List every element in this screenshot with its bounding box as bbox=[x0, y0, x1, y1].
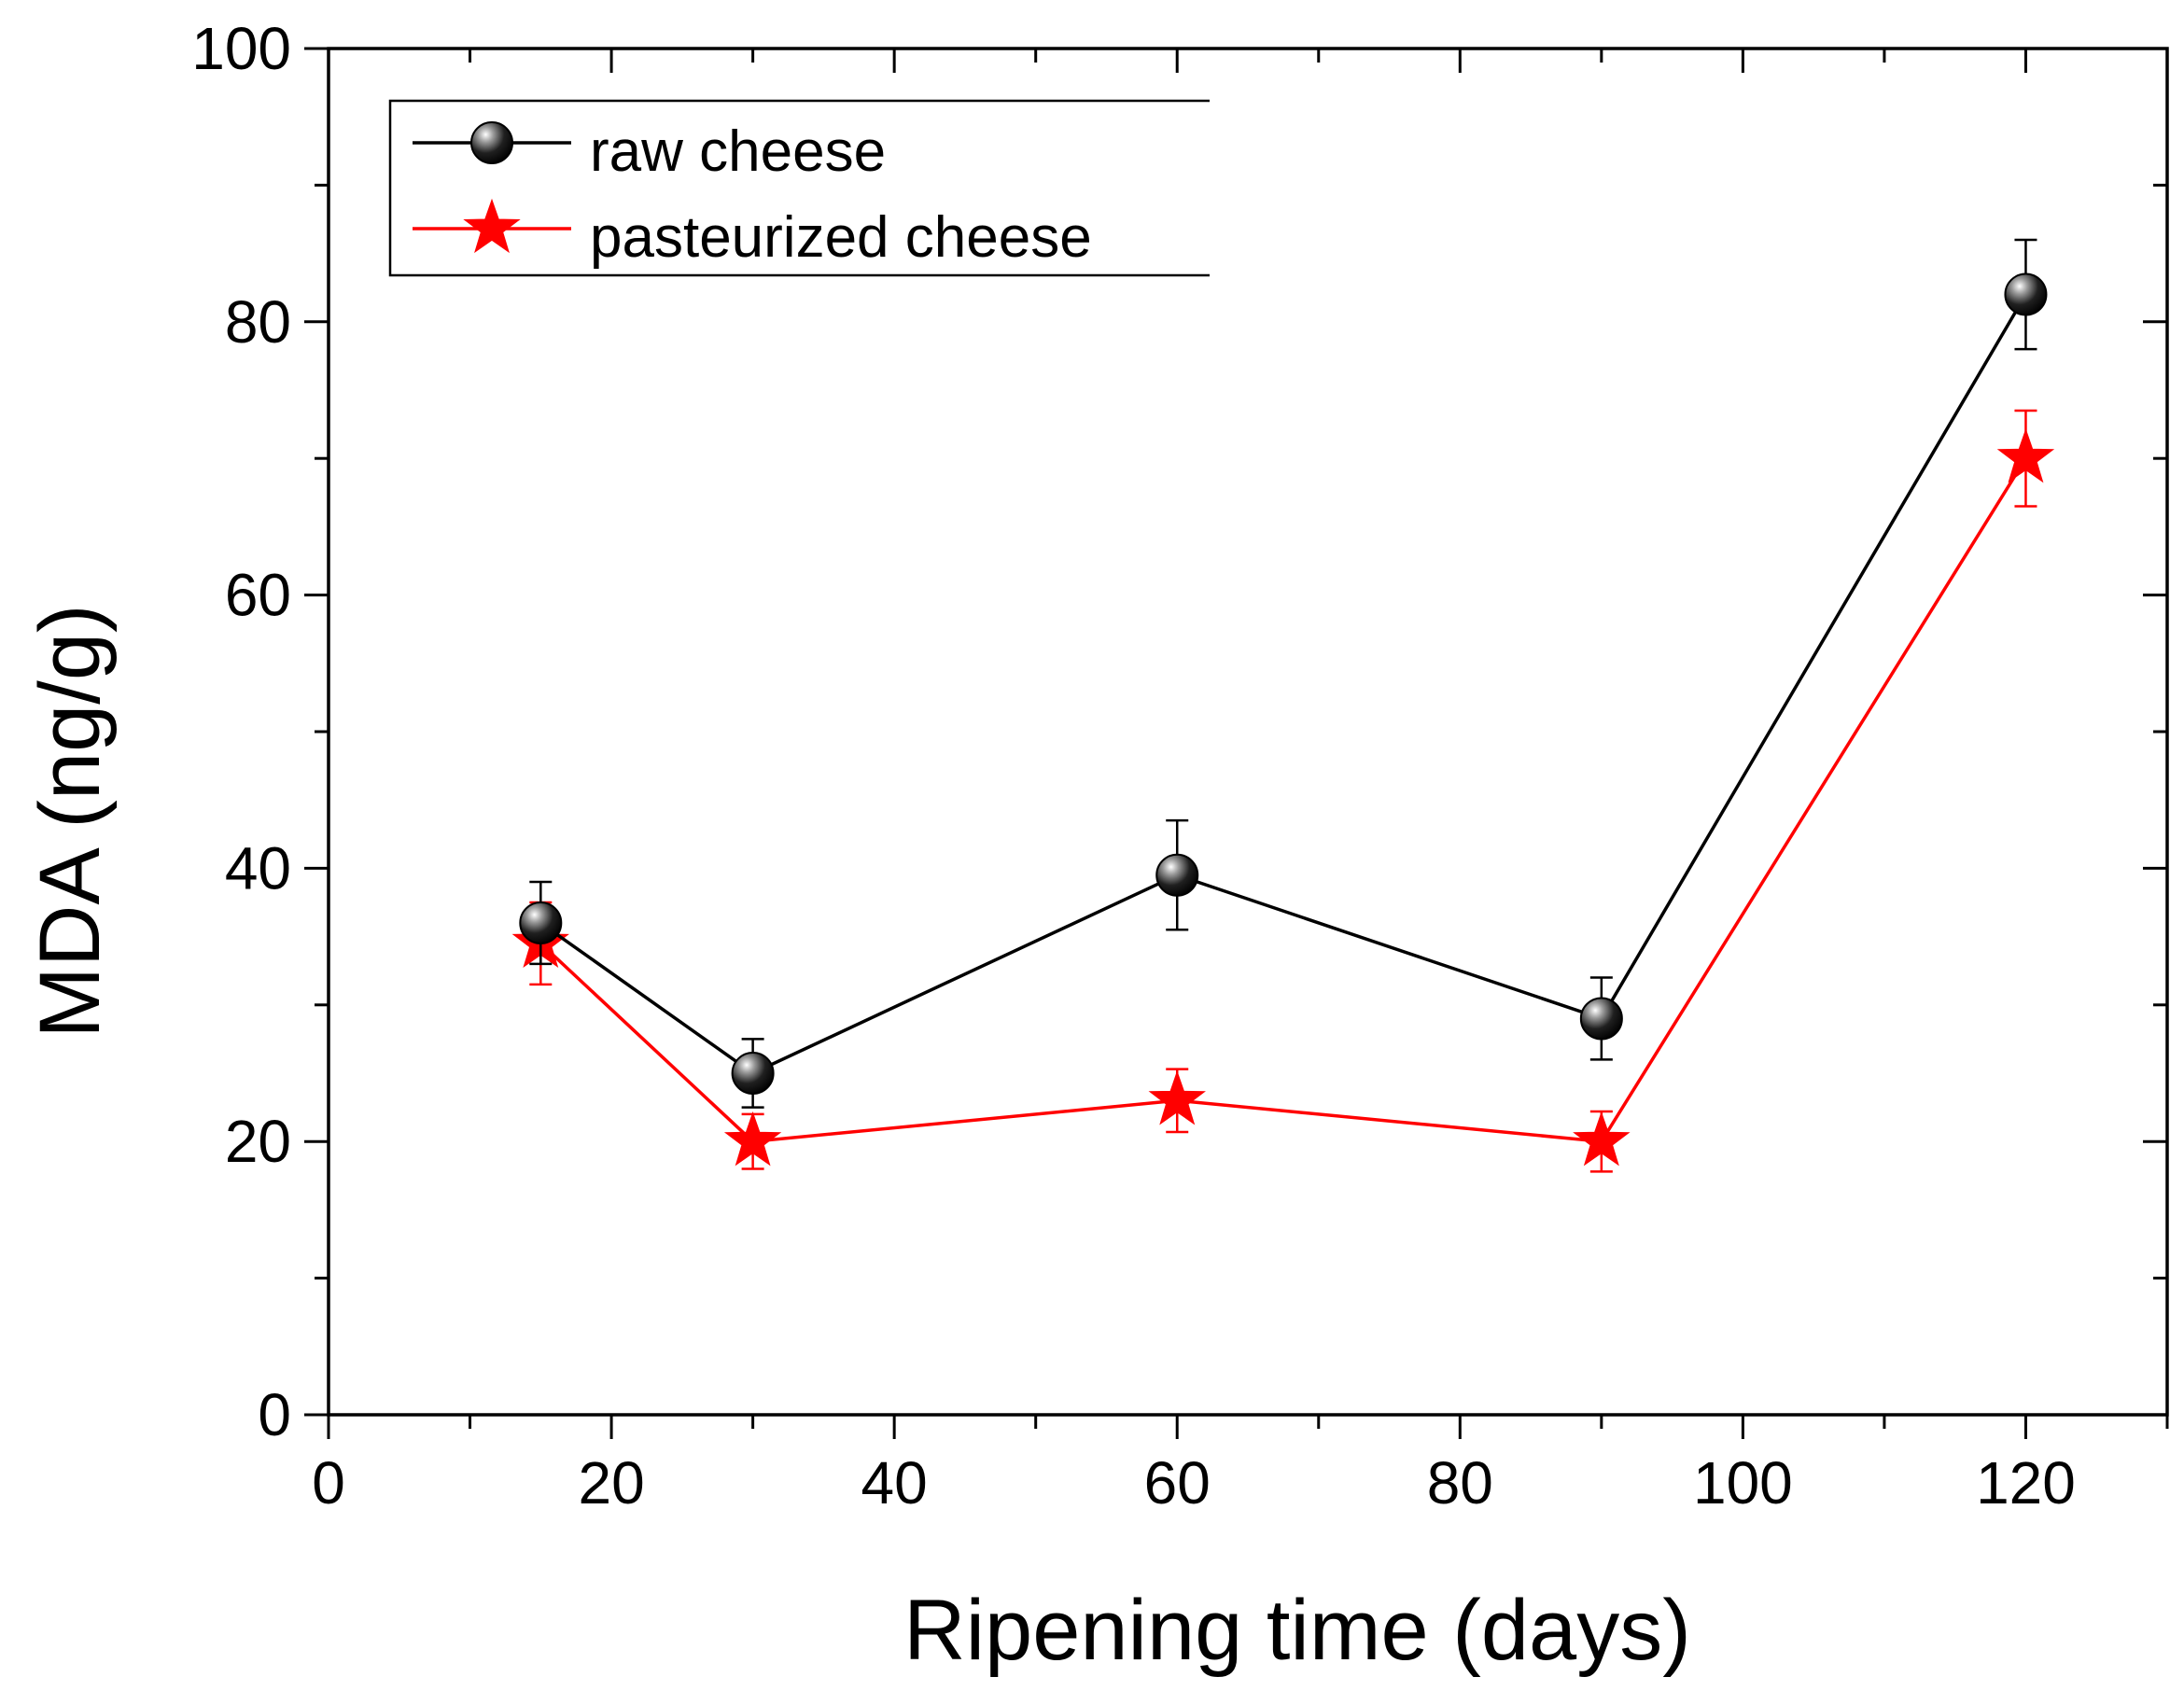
y-tick-label: 20 bbox=[225, 1108, 291, 1175]
y-tick-label: 0 bbox=[258, 1381, 291, 1448]
y-axis-title: MDA (ng/g) bbox=[22, 604, 118, 1038]
star-marker bbox=[1996, 427, 2055, 483]
y-tick-label: 40 bbox=[225, 834, 291, 901]
series-layer bbox=[511, 238, 2055, 1173]
legend-symbol-raw-cheese bbox=[413, 121, 571, 164]
series-raw-cheese bbox=[519, 238, 2048, 1109]
series-line bbox=[539, 293, 2028, 1076]
legend: raw cheese pasteurized cheese bbox=[388, 99, 1210, 277]
legend-border bbox=[388, 99, 1210, 277]
y-tick-label: 60 bbox=[225, 562, 291, 629]
x-tick-label: 60 bbox=[1144, 1449, 1211, 1516]
x-tick-label: 0 bbox=[312, 1449, 345, 1516]
sphere-marker bbox=[1579, 997, 1623, 1041]
star-marker bbox=[1148, 1070, 1206, 1125]
x-tick-label: 80 bbox=[1427, 1449, 1493, 1516]
x-axis-ticks: 0 20 40 60 80 100 120 bbox=[312, 1449, 2076, 1516]
x-tick-label: 120 bbox=[1976, 1449, 2076, 1516]
sphere-marker bbox=[731, 1052, 775, 1095]
sphere-marker bbox=[519, 901, 563, 944]
sphere-marker bbox=[2004, 273, 2048, 316]
star-marker bbox=[463, 198, 521, 254]
sphere-marker bbox=[470, 121, 513, 164]
legend-label-pasteurized-cheese: pasteurized cheese bbox=[590, 205, 1092, 270]
sphere-marker bbox=[1155, 853, 1199, 897]
minor-ticks bbox=[304, 47, 2169, 1439]
y-tick-label: 100 bbox=[191, 15, 291, 82]
legend-label-raw-cheese: raw cheese bbox=[590, 119, 886, 184]
x-tick-label: 40 bbox=[861, 1449, 928, 1516]
star-marker bbox=[723, 1111, 782, 1167]
y-tick-label: 80 bbox=[225, 288, 291, 356]
star-marker bbox=[1573, 1111, 1631, 1167]
y-axis-ticks: 0 20 40 60 80 100 bbox=[191, 15, 291, 1448]
x-tick-label: 100 bbox=[1693, 1449, 1793, 1516]
x-tick-label: 20 bbox=[578, 1449, 644, 1516]
legend-symbol-pasteurized-cheese bbox=[413, 198, 571, 254]
x-axis-title: Ripening time (days) bbox=[903, 1583, 1691, 1678]
